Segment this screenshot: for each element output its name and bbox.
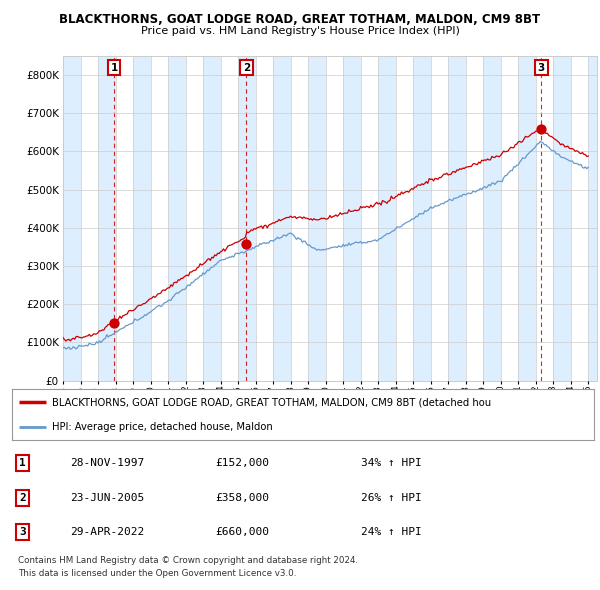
Text: 34% ↑ HPI: 34% ↑ HPI [361, 458, 422, 468]
Text: £152,000: £152,000 [216, 458, 270, 468]
Text: Price paid vs. HM Land Registry's House Price Index (HPI): Price paid vs. HM Land Registry's House … [140, 26, 460, 36]
Text: 28-NOV-1997: 28-NOV-1997 [70, 458, 145, 468]
Bar [133, 56, 151, 381]
Bar [203, 56, 221, 381]
Bar [588, 56, 600, 381]
Text: Contains HM Land Registry data © Crown copyright and database right 2024.: Contains HM Land Registry data © Crown c… [18, 556, 358, 565]
Text: 3: 3 [538, 63, 545, 73]
Text: HPI: Average price, detached house, Maldon: HPI: Average price, detached house, Mald… [52, 421, 272, 431]
Text: 26% ↑ HPI: 26% ↑ HPI [361, 493, 422, 503]
Bar [168, 56, 185, 381]
Bar [448, 56, 466, 381]
Text: 2: 2 [19, 493, 26, 503]
Bar [238, 56, 256, 381]
Text: £358,000: £358,000 [216, 493, 270, 503]
Point [536, 124, 546, 133]
Point [242, 239, 251, 248]
Text: 2: 2 [243, 63, 250, 73]
Point [109, 318, 119, 327]
Text: 29-APR-2022: 29-APR-2022 [70, 527, 145, 537]
Bar [98, 56, 116, 381]
Text: 23-JUN-2005: 23-JUN-2005 [70, 493, 145, 503]
Bar [63, 56, 80, 381]
Bar [343, 56, 361, 381]
Text: £660,000: £660,000 [216, 527, 270, 537]
Bar [273, 56, 290, 381]
Bar [308, 56, 326, 381]
Bar [518, 56, 536, 381]
Text: BLACKTHORNS, GOAT LODGE ROAD, GREAT TOTHAM, MALDON, CM9 8BT (detached hou: BLACKTHORNS, GOAT LODGE ROAD, GREAT TOTH… [52, 398, 491, 408]
Text: 1: 1 [19, 458, 26, 468]
Bar [553, 56, 571, 381]
Text: 3: 3 [19, 527, 26, 537]
Text: 1: 1 [110, 63, 118, 73]
Bar [483, 56, 501, 381]
Text: This data is licensed under the Open Government Licence v3.0.: This data is licensed under the Open Gov… [18, 569, 296, 578]
Text: BLACKTHORNS, GOAT LODGE ROAD, GREAT TOTHAM, MALDON, CM9 8BT: BLACKTHORNS, GOAT LODGE ROAD, GREAT TOTH… [59, 13, 541, 26]
Bar [378, 56, 395, 381]
Text: 24% ↑ HPI: 24% ↑ HPI [361, 527, 422, 537]
Bar [413, 56, 431, 381]
